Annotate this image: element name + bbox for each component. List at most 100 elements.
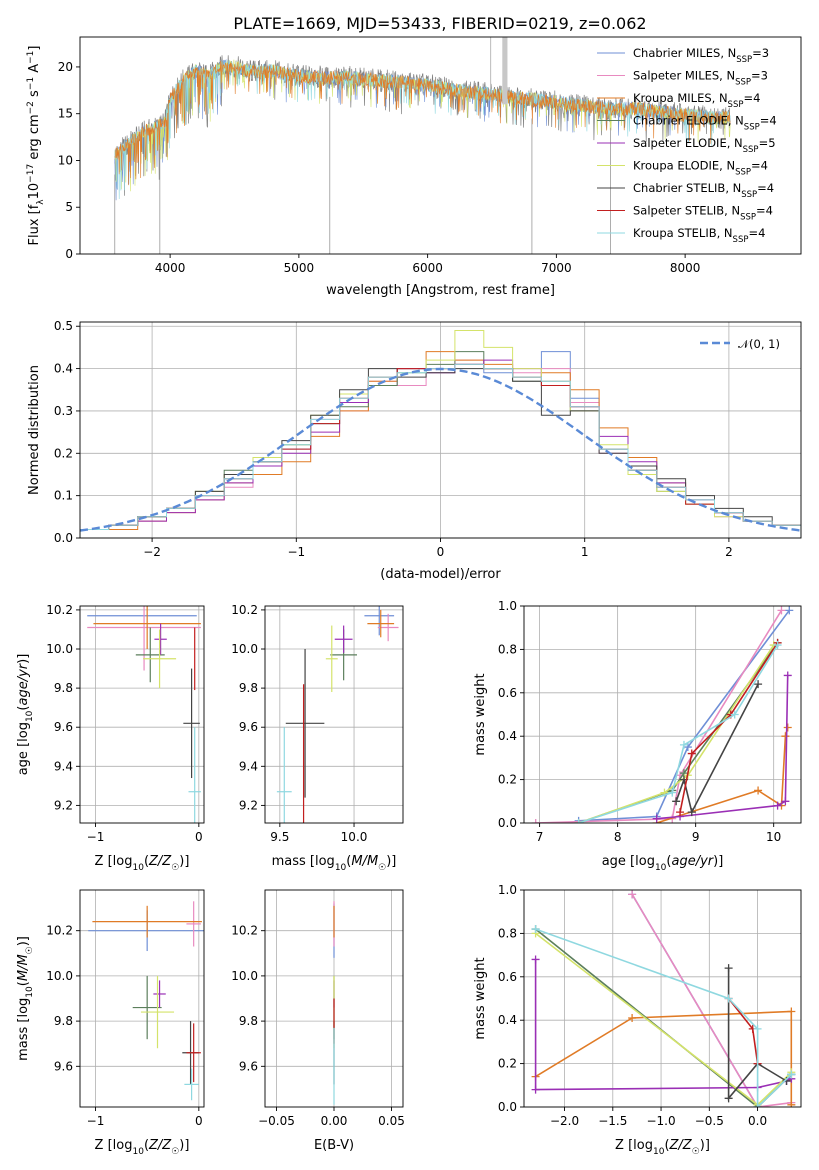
- spectrum-xtick-label: 5000: [284, 261, 315, 275]
- weight-series: [679, 642, 779, 813]
- age-vs-Z-xtick-label: 0: [195, 830, 203, 844]
- residuals-xtick-label: 2: [725, 545, 733, 559]
- figure-title: PLATE=1669, MJD=53433, FIBERID=0219, z=0…: [233, 14, 646, 33]
- legend-label: Chabrier MILES, NSSP=3: [633, 46, 769, 65]
- age-vs-mass-ytick-label: 9.2: [239, 798, 258, 812]
- age-vs-Z-marks: [87, 606, 201, 823]
- age-vs-mass-xlabel-part: 10: [335, 863, 347, 873]
- legend-label: Kroupa MILES, NSSP=4: [633, 91, 760, 110]
- mass-vs-Z-ylabel: mass [log10(M/M☉)]: [16, 936, 35, 1061]
- legend-label-end: =4: [751, 159, 768, 173]
- weight-marker: [787, 1100, 796, 1107]
- mass-weight-vs-age-xtick-label: 10: [766, 830, 781, 844]
- age-vs-Z-xlabel-part: (: [144, 854, 149, 869]
- mass-vs-Z-ytick-label: 10.0: [46, 969, 73, 983]
- weight-series: [675, 683, 759, 815]
- legend-label-sub: SSP: [744, 123, 760, 133]
- legend-label-main: Chabrier ELODIE, N: [633, 114, 744, 128]
- spectrum-ylabel-part: 10: [27, 183, 42, 200]
- legend-label-end: =4: [756, 204, 773, 218]
- spectrum-ylabel-part: −17: [26, 164, 36, 183]
- age-vs-mass-ytick-label: 9.4: [239, 759, 258, 773]
- weight-marker: [783, 723, 792, 732]
- weight-marker: [724, 1094, 733, 1103]
- spectrum-border: [79, 36, 802, 255]
- mass-weight-vs-age-xlabel-part: age/yr: [671, 854, 714, 869]
- legend-label: Chabrier ELODIE, NSSP=4: [633, 114, 777, 133]
- mass-weight-vs-age-border: [523, 605, 802, 824]
- residuals-ytick-label: 0.2: [54, 446, 73, 460]
- weight-marker: [672, 797, 681, 806]
- age-vs-Z-xlabel-part: Z [log: [95, 854, 133, 869]
- age-vs-mass-border: [264, 605, 404, 824]
- mass-weight-vs-Z-xlabel: Z [log10(Z/Z☉)]: [615, 1138, 710, 1157]
- legend-label-main: Chabrier MILES, N: [633, 46, 736, 60]
- mass-weight-vs-age-ytick-label: 0.4: [498, 729, 517, 743]
- mass-weight-vs-Z-plot-area: [524, 890, 801, 1107]
- mass-weight-vs-Z-xtick-label: 0.0: [748, 1114, 767, 1128]
- residuals-ytick-label: 0.5: [54, 319, 73, 333]
- age-vs-Z-ylabel-part: )]: [16, 654, 31, 664]
- mass-vs-EBV-ytick-label: 9.8: [239, 1014, 258, 1028]
- residuals-xlabel: (data-model)/error: [380, 567, 501, 582]
- mass-weight-vs-Z-xlabel-part: ☉: [692, 1147, 700, 1157]
- residuals-ylabel: Normed distribution: [27, 365, 42, 495]
- residuals-xtick-label: −1: [287, 545, 305, 559]
- residuals-frame: −2 −1 0 1 2 0.0 0.1 0.2 0.3 0.4 0.5: [54, 319, 802, 559]
- mass-weight-vs-Z-frame: −2.0 −1.5 −1.0 −0.5 0.0 0.0 0.2 0.4 0.6 0.8 1.0: [498, 883, 802, 1128]
- mass-vs-Z-axes: [80, 890, 204, 1107]
- mass-vs-Z-ylabel-part: mass [log: [16, 998, 31, 1061]
- weight-series: [631, 893, 792, 1107]
- weight-marker: [628, 1014, 637, 1023]
- age-vs-mass-ytick-label: 9.6: [239, 720, 258, 734]
- weight-series: [727, 968, 787, 1101]
- legend-label-end: =4: [760, 114, 777, 128]
- mass-weight-vs-Z-ytick-label: 0.6: [498, 970, 517, 984]
- age-vs-Z-ylabel-part: age [log: [16, 722, 31, 775]
- mass-vs-Z-xlabel-part: Z [log: [95, 1138, 133, 1153]
- spectrum-masked-region: [502, 37, 508, 105]
- legend-label-sub: SSP: [743, 145, 759, 155]
- mass-weight-vs-age-xtick-label: 9: [692, 830, 700, 844]
- spectrum-ylabel-part: −1: [26, 77, 36, 90]
- legend-label: Salpeter ELODIE, NSSP=5: [633, 136, 776, 155]
- spectrum-ylabel-part: Flux [f: [27, 204, 42, 245]
- mass-weight-vs-Z-ylabel-part: mass weight: [473, 957, 488, 1039]
- mass-weight-vs-Z-xlabel-part: 10: [653, 1147, 665, 1157]
- residuals-xtick-label: 0: [437, 545, 445, 559]
- mass-vs-EBV-ytick-label: 9.6: [239, 1059, 258, 1073]
- age-vs-mass-plot-area: [265, 606, 403, 823]
- weight-marker: [753, 1024, 762, 1033]
- age-vs-Z-axes: [80, 606, 204, 823]
- mass-weight-vs-age-xlabel-part: (: [666, 854, 671, 869]
- mass-weight-vs-Z-ytick-label: 0.4: [498, 1013, 517, 1027]
- age-vs-mass-ytick-label: 10.0: [231, 642, 258, 656]
- mass-vs-Z-xlabel-part: Z/Z: [148, 1138, 172, 1153]
- weight-marker: [687, 749, 696, 758]
- legend-label-sub: SSP: [735, 168, 751, 178]
- weight-marker: [753, 1103, 762, 1107]
- legend-label-main: Kroupa ELODIE, N: [633, 159, 735, 173]
- age-vs-mass-xlabel-part: )]: [386, 854, 396, 869]
- weight-marker: [531, 819, 540, 823]
- gaussian-curve: [80, 367, 801, 532]
- spectrum-xtick-label: 6000: [412, 261, 443, 275]
- weight-marker: [754, 680, 763, 689]
- mass-vs-EBV-ytick-label: 10.2: [231, 924, 258, 938]
- age-vs-Z-ytick-label: 9.2: [54, 798, 73, 812]
- mass-vs-Z-ytick-label: 9.6: [54, 1059, 73, 1073]
- mass-weight-vs-age-ytick-label: 0.0: [498, 816, 517, 830]
- age-vs-Z-border: [79, 605, 205, 824]
- spectrum-frame: 4000 5000 6000 7000 8000 0 5 10 15 20: [58, 36, 802, 275]
- mass-vs-Z-xtick-label: 0: [195, 1114, 203, 1128]
- age-vs-Z-frame: −1 0 9.2 9.4 9.6 9.8 10.0 10.2: [46, 603, 205, 844]
- legend-label-main: Salpeter ELODIE, N: [633, 136, 743, 150]
- age-vs-mass-xlabel-part: (: [346, 854, 351, 869]
- age-vs-mass-ytick-label: 9.8: [239, 681, 258, 695]
- residuals-ytick-label: 0.1: [54, 489, 73, 503]
- spectrum-ylabel-part: erg cm: [27, 114, 42, 163]
- legend-label: Kroupa STELIB, NSSP=4: [633, 226, 765, 245]
- mass-weight-vs-age-ylabel-part: mass weight: [473, 673, 488, 755]
- mass-vs-Z-border: [79, 889, 205, 1108]
- mass-weight-vs-age-xtick-label: 7: [536, 830, 544, 844]
